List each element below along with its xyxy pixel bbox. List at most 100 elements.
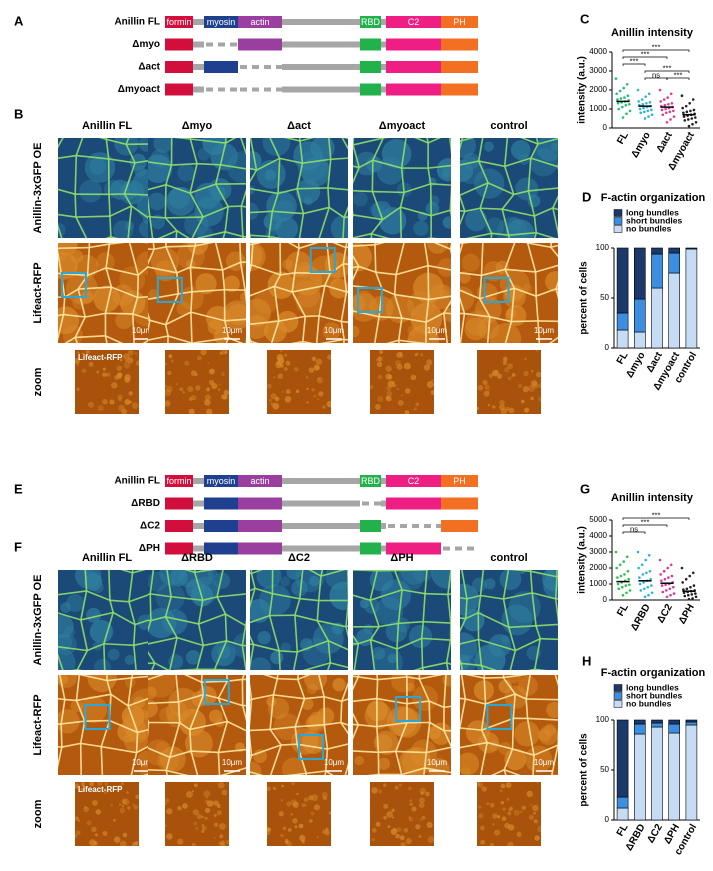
domain [360, 16, 381, 28]
texture [375, 821, 381, 827]
texture [89, 782, 95, 787]
membrane [250, 210, 273, 214]
data-point [668, 587, 672, 591]
data-point [620, 105, 624, 109]
texture [483, 141, 494, 152]
column-label: Δact [287, 120, 311, 132]
data-point [650, 108, 653, 112]
x-tick-label: ΔC2 [655, 602, 675, 625]
membrane [191, 337, 229, 343]
membrane [175, 230, 178, 238]
membrane [28, 111, 40, 131]
bar-segment [685, 724, 698, 821]
membrane [166, 570, 172, 597]
membrane [306, 770, 326, 775]
membrane [480, 594, 504, 600]
membrane [274, 285, 293, 293]
texture [500, 783, 506, 789]
membrane [176, 266, 191, 274]
membrane [105, 267, 139, 276]
texture [292, 817, 298, 824]
y-tick-label: 4000 [589, 47, 607, 56]
membrane [148, 248, 155, 251]
membrane [327, 743, 348, 750]
texture [121, 798, 127, 805]
membrane [65, 133, 84, 134]
significance-bracket [622, 524, 668, 527]
membrane [460, 541, 481, 545]
membrane [395, 264, 429, 276]
membrane [250, 732, 253, 756]
membrane [446, 539, 469, 540]
membrane [376, 726, 380, 753]
data-point [620, 585, 624, 589]
membrane [214, 668, 244, 670]
texture [497, 815, 501, 819]
membrane [250, 234, 270, 238]
row-label: Anillin-3xGFP OE [32, 575, 44, 666]
texture [325, 827, 329, 831]
membrane [340, 321, 345, 340]
texture [499, 570, 522, 591]
data-point [691, 571, 695, 575]
membrane [460, 638, 479, 645]
membrane [133, 645, 137, 670]
domain-label: formin [166, 17, 191, 27]
micrograph [27, 570, 156, 688]
data-point [682, 111, 685, 115]
texture [165, 400, 171, 407]
membrane [105, 267, 113, 288]
zoom-box [486, 704, 513, 730]
membrane [125, 143, 136, 164]
membrane [427, 167, 432, 184]
texture [227, 303, 246, 326]
domain [441, 61, 478, 73]
texture [535, 350, 538, 352]
construct-label: ΔC2 [140, 521, 160, 532]
membrane [420, 638, 424, 668]
texture [404, 410, 410, 414]
membrane [272, 120, 274, 137]
texture [86, 820, 92, 826]
membrane [460, 313, 466, 343]
membrane [250, 320, 279, 326]
texture [206, 800, 214, 807]
texture [415, 402, 420, 407]
micrograph [148, 243, 246, 343]
texture [385, 373, 392, 380]
texture [383, 815, 387, 820]
domain [238, 520, 282, 532]
bar-segment [685, 247, 698, 250]
texture [116, 365, 123, 372]
texture [524, 357, 527, 360]
membrane [477, 138, 484, 162]
membrane [127, 677, 133, 706]
membrane [480, 243, 484, 276]
zoom-box [356, 287, 383, 313]
membrane [202, 205, 229, 218]
texture [501, 816, 507, 822]
texture [117, 784, 122, 790]
membrane [328, 134, 341, 137]
membrane [481, 268, 506, 277]
texture [405, 682, 415, 692]
significance-label: *** [652, 510, 661, 519]
membrane [165, 216, 204, 219]
membrane [560, 321, 565, 336]
membrane [268, 114, 269, 134]
data-point [672, 115, 676, 118]
membrane [369, 639, 376, 670]
texture [201, 815, 204, 819]
membrane [198, 776, 219, 778]
membrane [353, 643, 360, 670]
membrane [481, 664, 497, 670]
membrane [27, 670, 39, 688]
data-point [668, 110, 672, 114]
membrane [369, 626, 380, 641]
membrane [167, 335, 193, 343]
membrane [477, 611, 510, 628]
x-tick-label: FL [615, 822, 631, 838]
domain [360, 38, 381, 51]
membrane [325, 770, 334, 775]
scale-label: 10μm [222, 326, 243, 335]
